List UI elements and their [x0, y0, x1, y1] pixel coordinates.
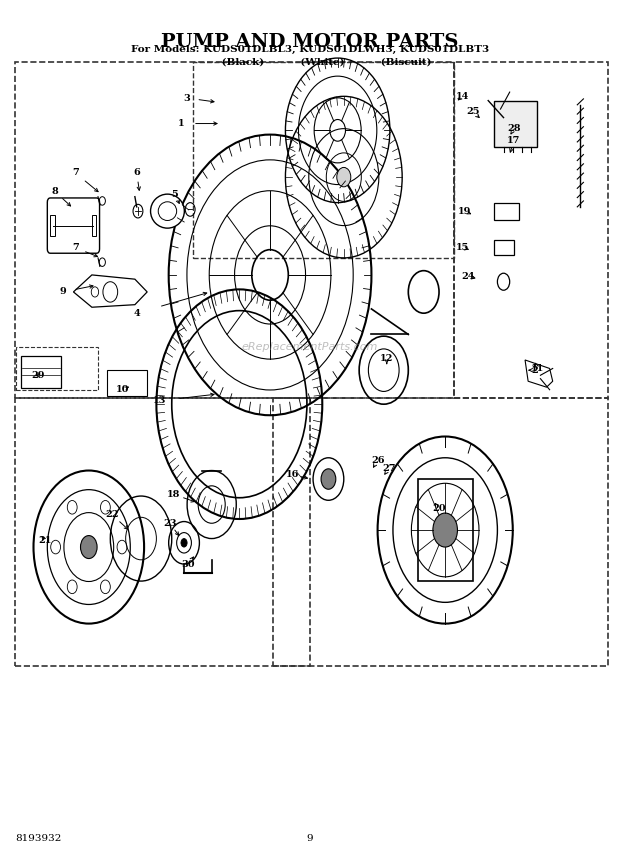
Text: 17: 17: [507, 136, 521, 145]
Circle shape: [321, 469, 336, 490]
Bar: [494, 100, 538, 147]
Text: 13: 13: [153, 396, 166, 405]
Text: 30: 30: [182, 560, 195, 568]
Bar: [107, 370, 147, 395]
Text: 9: 9: [307, 834, 313, 843]
Text: 16: 16: [286, 470, 299, 479]
Text: 22: 22: [105, 510, 119, 520]
Text: 29: 29: [32, 371, 45, 380]
Text: 5: 5: [172, 190, 178, 199]
Text: 7: 7: [72, 169, 79, 177]
Text: 27: 27: [382, 464, 396, 473]
Circle shape: [433, 513, 458, 547]
Circle shape: [337, 168, 351, 187]
Text: 6: 6: [133, 169, 140, 177]
Text: 1: 1: [178, 119, 184, 128]
Text: 15: 15: [456, 243, 469, 253]
Text: 12: 12: [380, 354, 394, 363]
Bar: [21, 356, 61, 388]
Ellipse shape: [158, 202, 177, 221]
Text: 19: 19: [458, 206, 472, 216]
Text: 9: 9: [60, 288, 66, 296]
Text: 28: 28: [507, 124, 521, 134]
Text: 23: 23: [163, 519, 177, 528]
Text: 7: 7: [72, 243, 79, 253]
Bar: [494, 240, 514, 255]
Circle shape: [81, 536, 97, 559]
Text: 26: 26: [371, 455, 384, 465]
Text: 8193932: 8193932: [15, 834, 61, 843]
Text: 20: 20: [432, 504, 446, 514]
Text: 14: 14: [456, 92, 469, 101]
Bar: [417, 479, 473, 581]
Bar: [50, 216, 55, 235]
Bar: [92, 216, 97, 235]
Text: PUMP AND MOTOR PARTS: PUMP AND MOTOR PARTS: [161, 33, 459, 51]
FancyBboxPatch shape: [47, 198, 100, 253]
Text: 24: 24: [462, 272, 476, 281]
Text: 21: 21: [38, 536, 51, 544]
Circle shape: [181, 538, 187, 547]
Text: 2: 2: [531, 366, 538, 375]
Text: For Models: KUDS01DLBL3, KUDS01DLWH3, KUDS01DLBT3: For Models: KUDS01DLBL3, KUDS01DLWH3, KU…: [131, 45, 489, 54]
Text: 4: 4: [133, 309, 140, 318]
Bar: [494, 203, 519, 220]
Text: 11: 11: [531, 364, 544, 373]
Text: 18: 18: [167, 490, 180, 499]
Text: (Black)          (White)          (Biscuit): (Black) (White) (Biscuit): [188, 57, 432, 66]
Text: eReplacementParts.com: eReplacementParts.com: [242, 342, 378, 352]
Text: 3: 3: [184, 93, 190, 103]
Text: 10: 10: [116, 385, 130, 395]
Ellipse shape: [151, 194, 184, 229]
Text: 8: 8: [51, 187, 58, 196]
Text: 25: 25: [466, 107, 480, 116]
